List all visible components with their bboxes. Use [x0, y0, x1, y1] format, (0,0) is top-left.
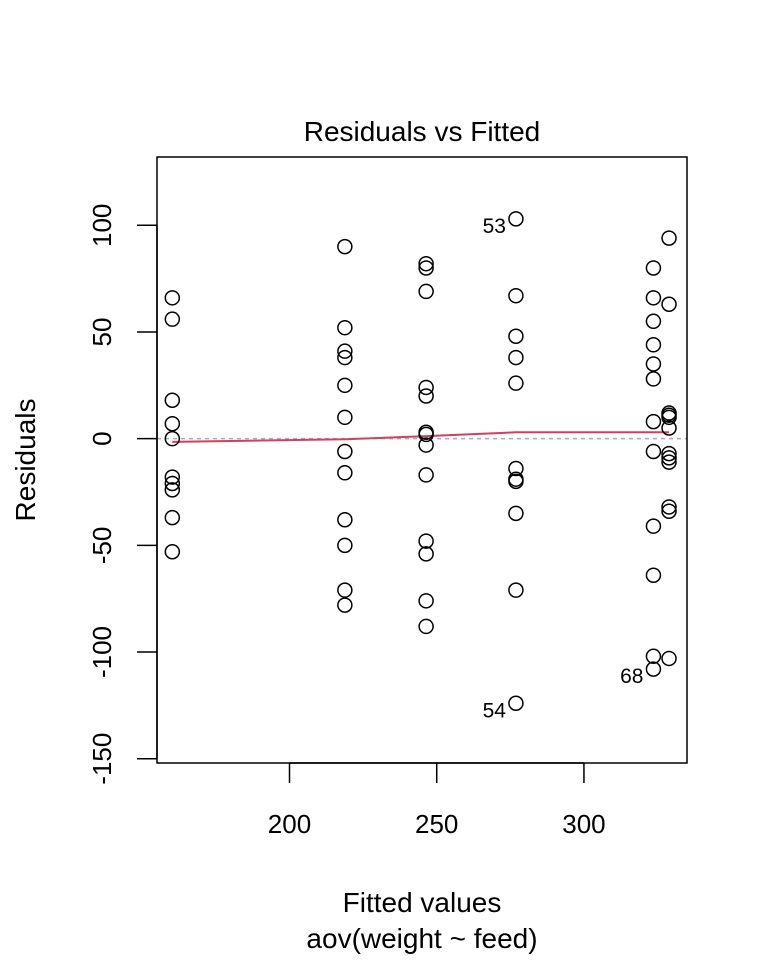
x-tick-label: 200 [268, 809, 311, 839]
y-tick-label: -100 [87, 626, 117, 678]
y-tick-label: -150 [87, 733, 117, 785]
x-axis-sublabel: aov(weight ~ feed) [306, 923, 537, 954]
residual-point [645, 337, 662, 353]
residual-point [418, 546, 434, 562]
residual-point [418, 467, 434, 483]
residual-point [337, 511, 353, 528]
residual-point [508, 349, 524, 366]
y-tick-label: 0 [87, 431, 117, 445]
residual-point [418, 388, 434, 404]
smooth-line-layer [172, 431, 669, 443]
residual-point [164, 509, 181, 526]
points-layer [164, 211, 677, 712]
point-label: 54 [483, 699, 507, 722]
residual-point [337, 443, 353, 460]
residual-point [661, 450, 677, 466]
residual-point [164, 311, 181, 327]
residual-point [164, 475, 181, 492]
point-label: 53 [483, 215, 506, 238]
residual-point [508, 375, 524, 391]
residual-point [661, 409, 677, 426]
residual-point [645, 371, 662, 387]
residual-point [645, 290, 662, 306]
residual-point [418, 593, 434, 609]
residual-point [337, 377, 353, 394]
residual-point [661, 503, 677, 519]
residual-point [418, 533, 434, 549]
residual-point [418, 283, 434, 300]
residual-point [661, 420, 677, 436]
smooth-line [172, 431, 669, 443]
residual-point [164, 392, 181, 409]
chart-title: Residuals vs Fitted [304, 116, 541, 147]
residual-point [337, 238, 353, 255]
residual-point [645, 648, 662, 665]
residual-point [337, 319, 353, 336]
residual-point [645, 356, 662, 372]
residual-point [661, 499, 677, 515]
y-axis-label: Residuals [10, 399, 41, 522]
residual-point [164, 544, 181, 560]
point-labels-layer: 53 54 68 [483, 215, 644, 722]
residual-point [418, 618, 434, 635]
residual-point [661, 296, 677, 312]
residual-point [164, 482, 181, 498]
residual-point [508, 695, 524, 712]
residual-point [418, 426, 434, 443]
y-tick-label: 100 [87, 204, 117, 247]
residual-point [164, 290, 181, 306]
residual-point [508, 287, 524, 304]
residual-point [508, 211, 524, 227]
residual-point [645, 443, 662, 460]
residual-point [418, 437, 434, 453]
residual-point [164, 415, 181, 432]
residual-point [661, 454, 677, 470]
residual-point [508, 505, 524, 522]
residual-point [645, 567, 662, 583]
residual-point [164, 469, 181, 485]
plot-frame [156, 156, 688, 764]
residual-point [645, 518, 662, 534]
residual-point [508, 460, 524, 477]
residual-point [661, 445, 677, 462]
residual-point [337, 537, 353, 554]
y-axis: -150 -100 -50 0 50 100 [87, 204, 158, 785]
residual-point [661, 230, 677, 246]
residual-point [164, 430, 181, 447]
residual-point [337, 597, 353, 613]
residual-point [337, 465, 353, 481]
x-axis-label: Fitted values [343, 887, 502, 918]
x-tick-label: 300 [562, 809, 605, 839]
residual-point [418, 260, 434, 276]
residual-point [337, 349, 353, 366]
residual-point [508, 582, 524, 598]
residual-point [661, 650, 677, 667]
x-tick-label: 250 [415, 809, 458, 839]
y-tick-label: 50 [87, 318, 117, 347]
residual-point [645, 313, 662, 330]
residual-point [508, 328, 524, 344]
residual-point [645, 661, 662, 677]
residual-point [337, 343, 353, 359]
point-label: 68 [620, 665, 643, 688]
residual-point [645, 413, 662, 430]
x-axis: 200 250 300 [268, 762, 606, 839]
y-tick-label: -50 [87, 527, 117, 565]
residual-point [645, 260, 662, 276]
residual-point [418, 379, 434, 396]
residual-point [418, 255, 434, 272]
residual-point [508, 473, 524, 490]
residual-point [337, 582, 353, 598]
residual-point [337, 409, 353, 426]
